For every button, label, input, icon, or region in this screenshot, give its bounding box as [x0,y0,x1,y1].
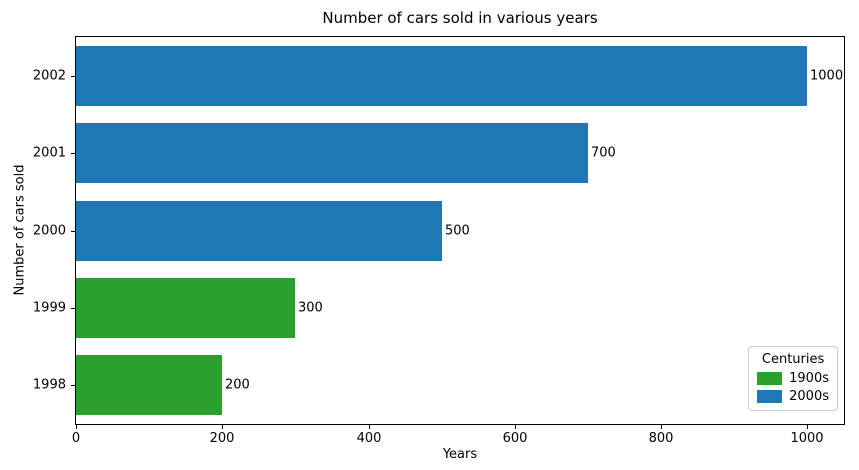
chart-title: Number of cars sold in various years [322,9,598,27]
legend-entry-1900s: 1900s [757,371,829,386]
x-tick-mark-200 [222,425,223,429]
legend-swatch-2000s [757,390,783,403]
bar-2000 [76,201,442,261]
bar-value-label-2000: 500 [445,223,470,239]
bar-value-label-1999: 300 [298,300,323,316]
x-tick-mark-1000 [807,425,808,429]
y-tick-mark-1998 [71,385,75,386]
legend-swatch-1900s [757,372,783,385]
bar-value-label-2001: 700 [591,145,616,161]
legend-entry-2000s: 2000s [757,389,829,404]
bar-1999 [76,278,295,338]
bar-value-label-1998: 200 [225,377,250,393]
x-tick-mark-800 [661,425,662,429]
x-tick-label-1000: 1000 [790,431,824,446]
y-tick-label-1999: 1999 [32,300,66,316]
x-tick-mark-0 [76,425,77,429]
y-tick-label-1998: 1998 [32,377,66,393]
legend-title: Centuries [761,352,825,367]
x-tick-mark-400 [369,425,370,429]
y-tick-mark-1999 [71,308,75,309]
y-tick-label-2002: 2002 [32,68,66,84]
x-tick-label-200: 200 [209,431,235,446]
bar-2002 [76,46,807,106]
y-tick-label-2000: 2000 [32,223,66,239]
y-tick-mark-2002 [71,76,75,77]
x-tick-label-600: 600 [502,431,528,446]
y-tick-mark-2001 [71,153,75,154]
legend-entries: 1900s 2000s [757,371,829,404]
y-tick-label-2001: 2001 [32,145,66,161]
x-tick-label-0: 0 [71,431,81,446]
legend-label-1900s: 1900s [789,371,829,386]
x-tick-label-800: 800 [648,431,674,446]
x-tick-label-400: 400 [356,431,382,446]
y-tick-mark-2000 [71,231,75,232]
legend: Centuries 1900s 2000s [748,346,838,411]
legend-label-2000s: 2000s [789,389,829,404]
x-axis-label: Years [442,447,478,462]
bar-value-label-2002: 1000 [810,68,844,84]
bar-1998 [76,355,222,415]
bar-2001 [76,123,588,183]
x-tick-mark-600 [515,425,516,429]
plot-area: Centuries 1900s 2000s 1000 700 500 300 200 [75,36,845,425]
